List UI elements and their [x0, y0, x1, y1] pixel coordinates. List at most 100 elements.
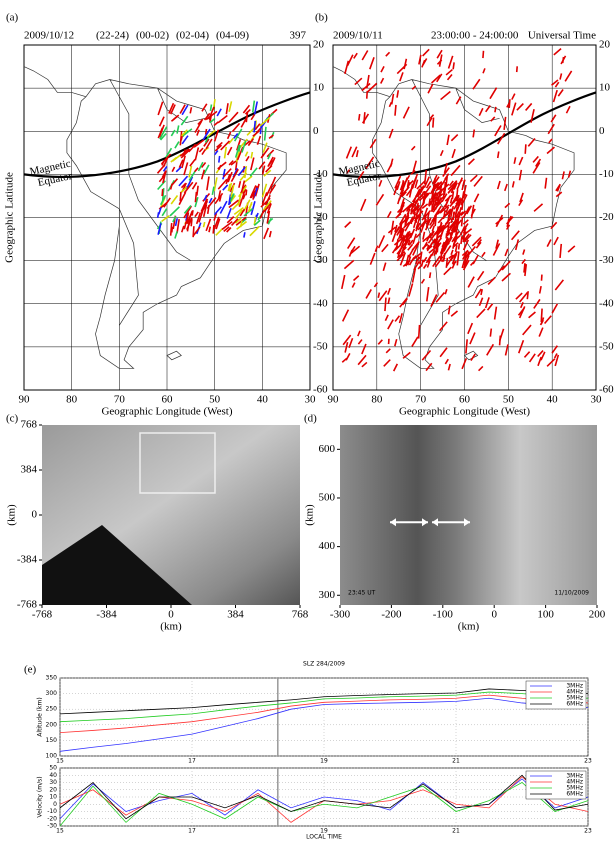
streak: [399, 228, 403, 239]
x-tick-label: 60: [162, 394, 174, 406]
streak: [263, 166, 265, 175]
streak: [423, 235, 431, 242]
streak: [523, 325, 531, 335]
streak: [423, 59, 427, 65]
streak: [459, 243, 460, 249]
streak: [556, 192, 561, 197]
x-axis-label: (km): [160, 621, 182, 633]
streak: [495, 125, 501, 135]
streak: [464, 235, 471, 242]
streak: [162, 171, 165, 178]
streak: [227, 217, 233, 223]
streak: [446, 70, 452, 75]
streak: [202, 170, 205, 180]
streak: [426, 218, 431, 230]
streak: [214, 122, 218, 126]
streak: [448, 237, 452, 245]
streak: [400, 72, 403, 81]
legend-entry: 4MHz: [566, 689, 583, 696]
streak: [264, 170, 271, 176]
x-tick-label: 200: [589, 609, 606, 621]
streak: [448, 209, 451, 213]
streak: [408, 256, 411, 265]
streak: [197, 186, 198, 196]
streak: [270, 231, 271, 237]
x-tick-label: 0: [491, 609, 497, 621]
legend-entry: (00-02): [136, 30, 169, 42]
y-tick-label: 384: [21, 464, 38, 476]
streak: [403, 242, 407, 249]
streak: [395, 316, 399, 322]
streak: [534, 299, 540, 308]
y-axis-label: (km): [6, 504, 18, 526]
streak: [432, 231, 434, 236]
streak: [172, 227, 173, 233]
streak: [410, 184, 413, 197]
streak: [269, 135, 273, 138]
streak: [488, 277, 495, 284]
streak: [181, 149, 190, 158]
streak: [170, 207, 179, 216]
streak: [451, 181, 456, 193]
streak: [195, 121, 202, 133]
streak: [483, 51, 484, 58]
streak: [229, 183, 231, 191]
streak: [423, 232, 425, 240]
streak: [180, 149, 189, 156]
streak: [430, 115, 433, 119]
streak: [512, 103, 516, 116]
legend-entry: 6MHz: [566, 701, 583, 708]
streak: [374, 283, 377, 287]
streak: [464, 185, 466, 196]
streak: [427, 118, 432, 126]
streak: [235, 210, 242, 219]
streak: [464, 224, 468, 230]
streak: [240, 209, 244, 216]
streak: [257, 136, 260, 145]
streak: [246, 156, 249, 161]
streak: [162, 216, 170, 222]
streak: [450, 181, 454, 186]
streak: [433, 118, 434, 128]
streak: [502, 261, 510, 270]
streak: [206, 111, 217, 119]
x-tick-label: 15: [56, 758, 64, 765]
streak: [214, 217, 219, 229]
streak: [180, 105, 185, 114]
streak: [424, 264, 427, 268]
streak: [348, 238, 355, 249]
y-tick-label: -768: [17, 599, 38, 611]
image-mask: [42, 525, 192, 605]
streak: [450, 230, 454, 234]
streak: [229, 200, 239, 207]
streak: [549, 139, 552, 143]
streak: [506, 344, 508, 355]
streak: [409, 283, 413, 296]
y-tick-label: 100: [46, 753, 58, 760]
zoom-box: [139, 432, 216, 494]
streak: [456, 218, 458, 228]
y-tick-label: -30: [47, 823, 57, 830]
streak: [182, 226, 184, 232]
streak: [231, 194, 234, 200]
streak: [388, 320, 393, 329]
streak: [388, 288, 390, 295]
y-tick-label: 10: [313, 82, 325, 94]
streak: [388, 211, 391, 217]
streak: [524, 352, 529, 358]
streak: [229, 161, 233, 165]
x-tick-label: 50: [209, 394, 221, 406]
streak: [265, 127, 266, 141]
map-layer: [24, 64, 310, 371]
y-tick-label: 10: [49, 794, 57, 801]
streak: [555, 82, 558, 87]
y-tick-label: 350: [46, 675, 58, 682]
streak: [452, 149, 455, 158]
streak: [164, 166, 167, 171]
streak: [228, 147, 232, 155]
y-tick-label: 300: [46, 690, 58, 697]
streak: [533, 156, 538, 162]
streak: [192, 210, 193, 215]
legend-entry: (02-04): [176, 30, 209, 42]
streak: [455, 207, 457, 218]
